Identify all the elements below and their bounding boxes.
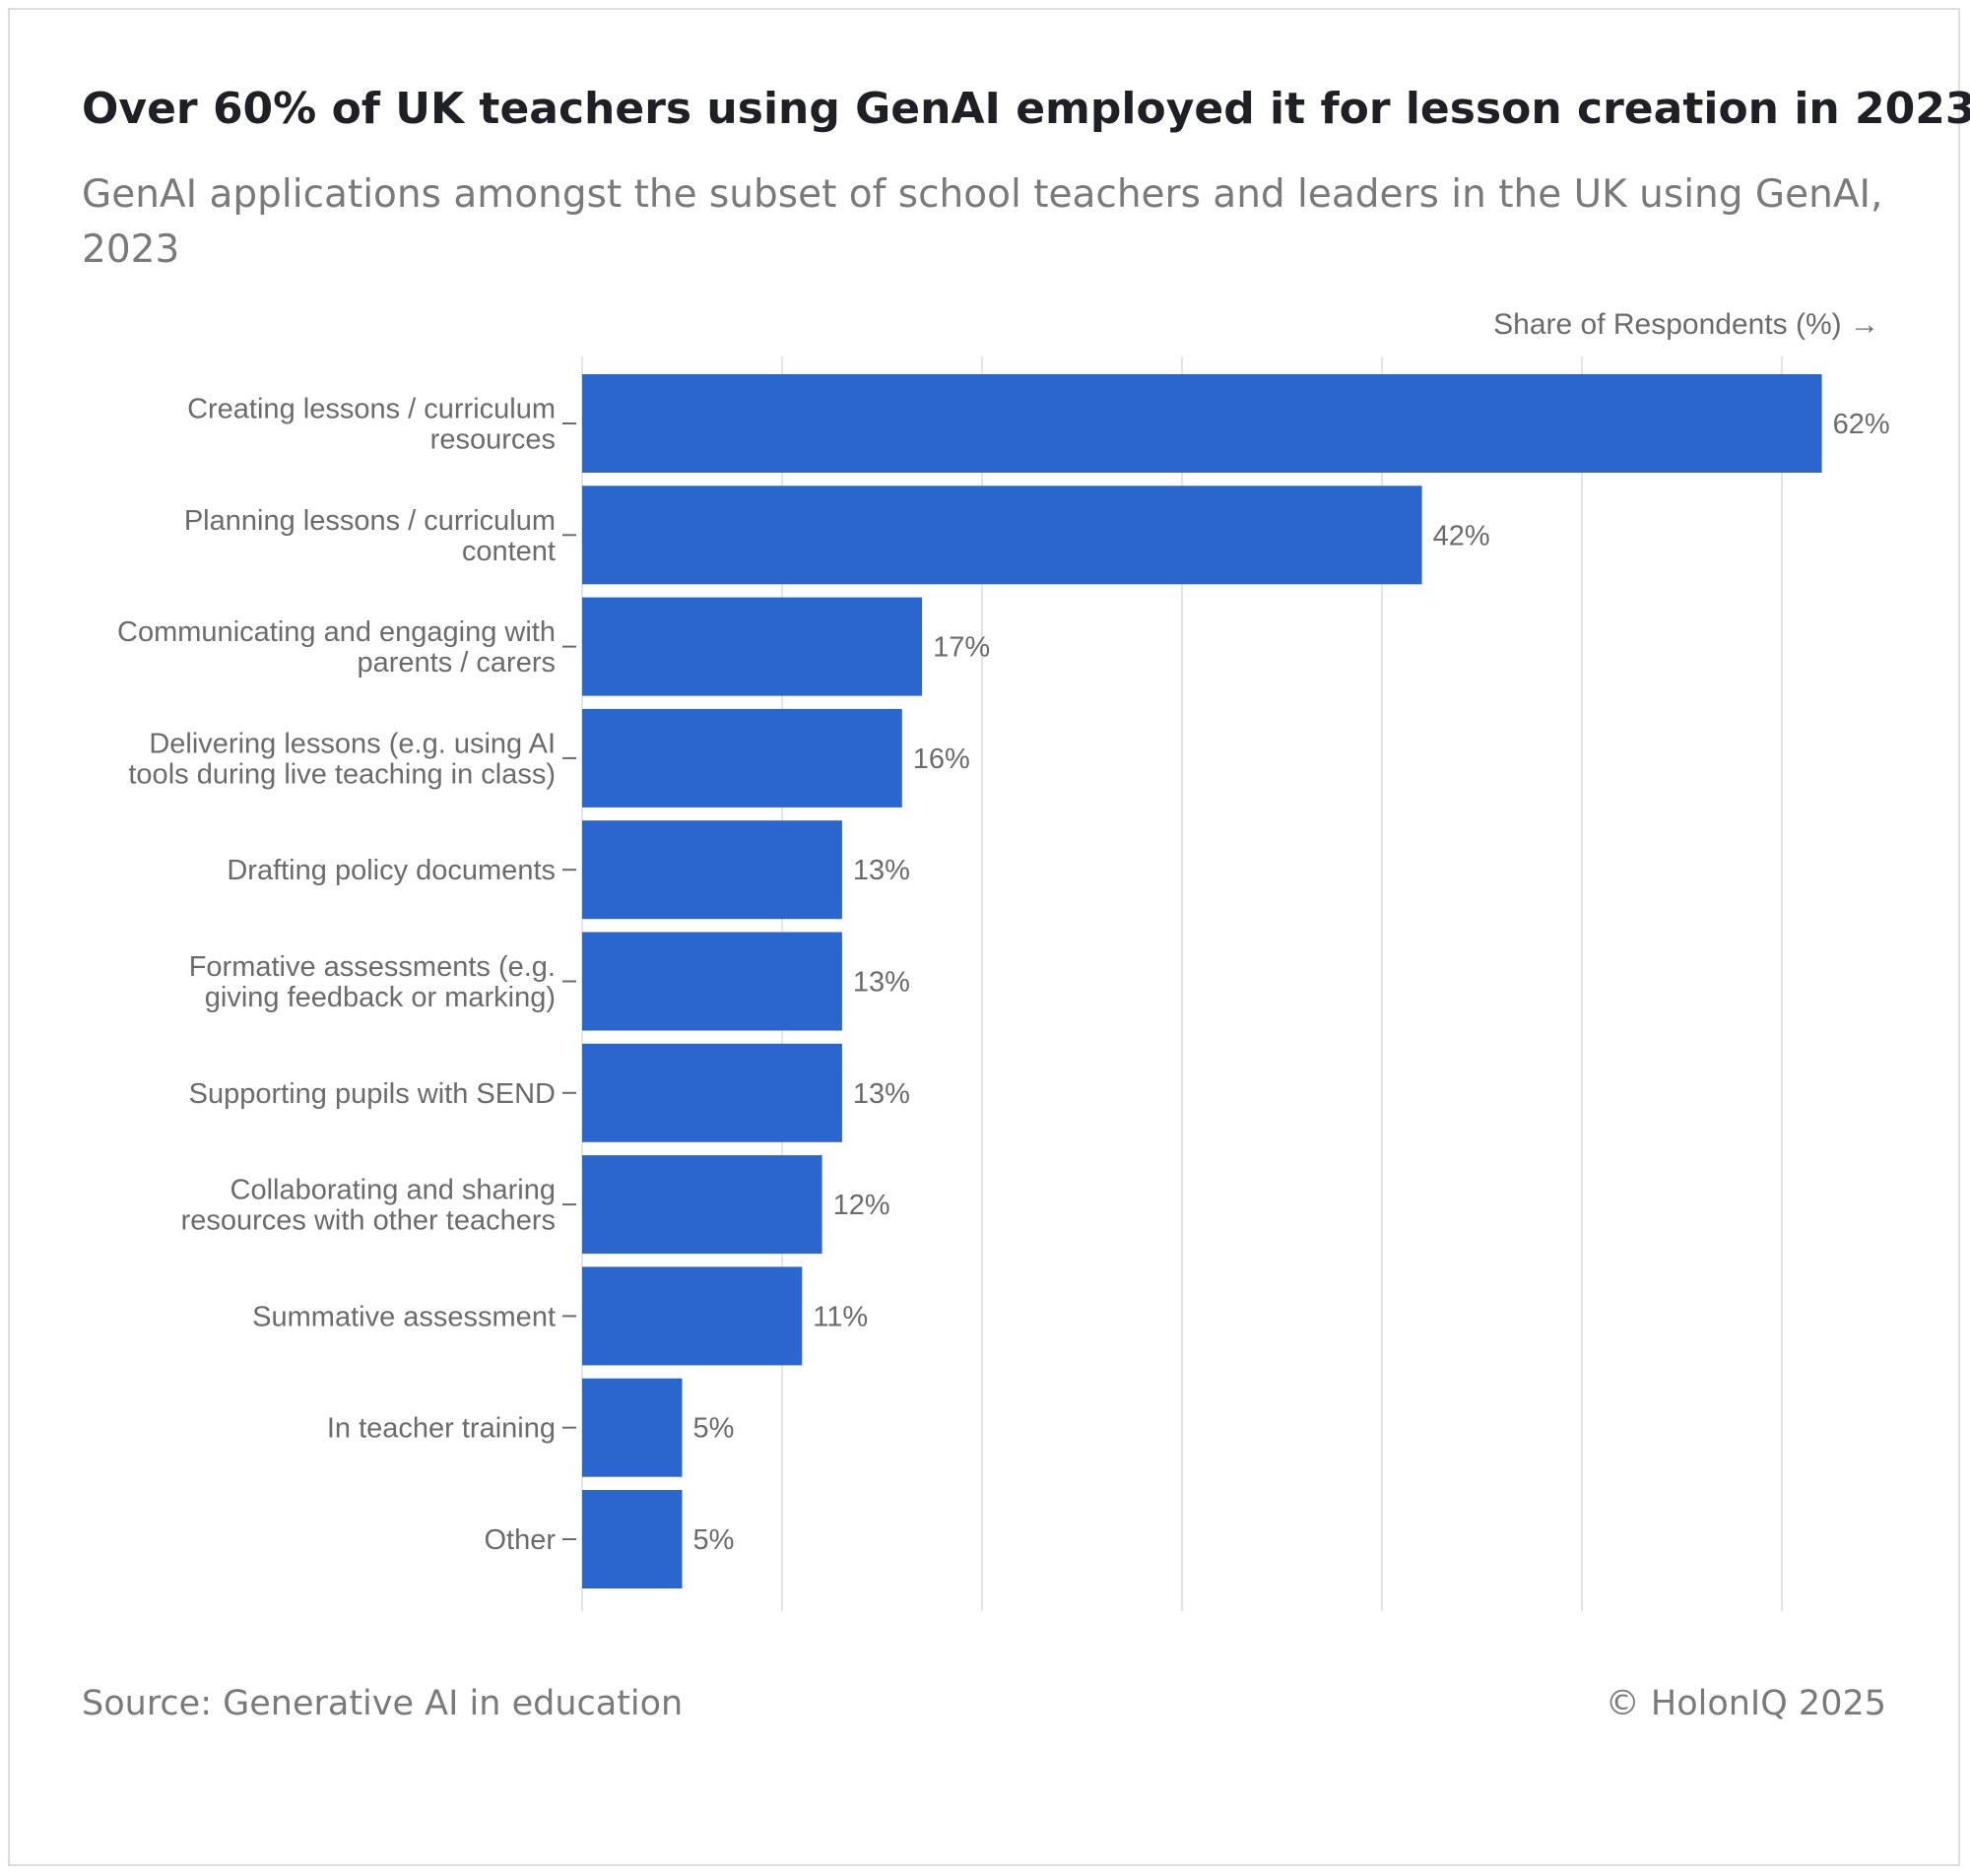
category-label-line: Communicating and engaging with: [117, 616, 556, 648]
category-label-line: tools during live teaching in class): [128, 758, 556, 790]
bar-9: [582, 1378, 683, 1477]
source-note: Source: Generative AI in education: [82, 1684, 684, 1723]
category-label-4: Drafting policy documents: [227, 855, 556, 886]
category-label-line: Drafting policy documents: [227, 855, 556, 886]
category-label-2: Communicating and engaging with parents /…: [117, 616, 556, 679]
bar-7: [582, 1155, 822, 1255]
bar-2: [582, 597, 923, 696]
copyright-note: © HolonIQ 2025: [1605, 1684, 1886, 1723]
category-label-line: resources with other teachers: [181, 1205, 556, 1237]
category-label-8: Summative assessment: [252, 1301, 556, 1332]
category-label-line: Other: [484, 1524, 556, 1556]
category-label-line: Formative assessments (e.g.: [189, 951, 556, 983]
data-label-8: 11%: [813, 1301, 868, 1332]
data-label-2: 17%: [933, 632, 990, 664]
bar-4: [582, 820, 842, 920]
category-label-line: parents / carers: [358, 647, 556, 679]
category-label-line: Summative assessment: [252, 1301, 556, 1332]
data-label-9: 5%: [693, 1413, 735, 1445]
chart-subtitle: GenAI applications amongst the subset of…: [82, 172, 1883, 272]
data-label-3: 16%: [913, 744, 970, 775]
category-label-6: Supporting pupils with SEND: [189, 1078, 556, 1110]
category-label-line: Delivering lessons (e.g. using AI: [149, 728, 556, 759]
data-label-6: 13%: [853, 1078, 910, 1110]
category-labels: Creating lessons / curriculum resources Pl…: [117, 394, 576, 1556]
category-label-7: Collaborating and sharing resources with …: [181, 1175, 556, 1237]
x-axis-title: Share of Respondents (%) →: [1493, 308, 1879, 341]
category-label-line: giving feedback or marking): [205, 982, 556, 1013]
data-label-4: 13%: [853, 855, 910, 886]
category-label-line: resources: [430, 424, 556, 456]
bar-10: [582, 1490, 683, 1588]
bar-6: [582, 1043, 842, 1142]
chart-title: Over 60% of UK teachers using GenAI empl…: [82, 84, 1970, 134]
bar-5: [582, 932, 842, 1031]
data-labels: 62% 42% 17% 16% 13% 13% 13% 12% 11% 5% 5%: [693, 409, 1890, 1556]
data-label-10: 5%: [693, 1524, 735, 1556]
category-label-1: Planning lessons / curriculum content: [184, 505, 556, 567]
data-label-5: 13%: [853, 967, 910, 999]
category-label-0: Creating lessons / curriculum resources: [187, 394, 556, 456]
data-label-7: 12%: [833, 1190, 890, 1221]
category-label-line: content: [462, 536, 556, 567]
bars: [582, 374, 1822, 1588]
bar-0: [582, 374, 1822, 473]
category-label-10: Other: [484, 1524, 556, 1556]
data-label-1: 42%: [1433, 520, 1490, 551]
bar-8: [582, 1266, 803, 1366]
category-label-line: Planning lessons / curriculum: [184, 505, 556, 537]
category-label-line: Supporting pupils with SEND: [189, 1078, 556, 1110]
category-label-line: Collaborating and sharing: [230, 1175, 557, 1206]
chart-card: Over 60% of UK teachers using GenAI empl…: [8, 8, 1970, 1866]
bar-3: [582, 708, 902, 808]
data-label-0: 62%: [1833, 409, 1890, 440]
category-label-5: Formative assessments (e.g. giving feedba…: [189, 951, 556, 1013]
bar-1: [582, 485, 1422, 585]
category-label-3: Delivering lessons (e.g. using AI tools d…: [128, 728, 556, 790]
category-label-line: In teacher training: [327, 1413, 556, 1445]
category-label-line: Creating lessons / curriculum: [187, 394, 556, 425]
category-label-9: In teacher training: [327, 1413, 556, 1445]
